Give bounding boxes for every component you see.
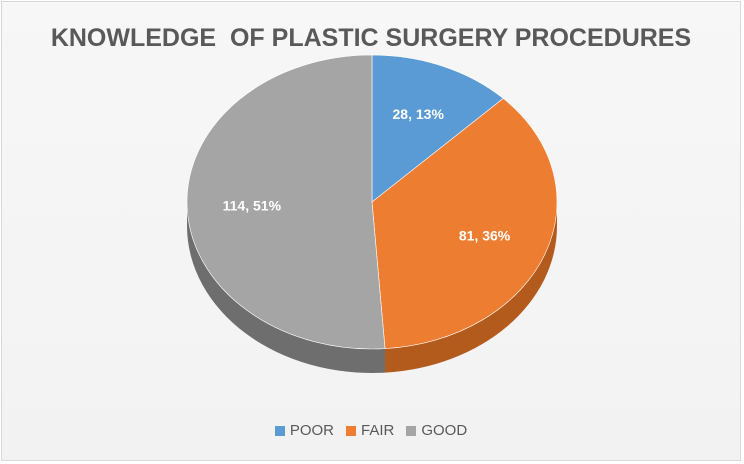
pie-depth — [187, 202, 557, 374]
chart-title: KNOWLEDGE OF PLASTIC SURGERY PROCEDURES — [50, 24, 692, 52]
pie-slice-poor — [371, 54, 504, 203]
legend-item-fair: FAIR — [346, 422, 394, 439]
pie-side-good — [187, 202, 386, 374]
pie-side-fair — [385, 202, 557, 373]
data-label-poor: 28, 13% — [393, 106, 445, 122]
legend-item-good: GOOD — [406, 422, 467, 439]
pie-slice-fair — [371, 98, 558, 349]
legend-item-poor: POOR — [274, 422, 334, 439]
pie-slices — [186, 54, 558, 350]
legend-swatch-poor — [274, 425, 285, 436]
pie-slice-good — [186, 54, 386, 350]
legend-label-fair: FAIR — [361, 422, 395, 439]
legend-label-poor: POOR — [289, 422, 334, 439]
legend-label-good: GOOD — [421, 422, 468, 439]
pie-data-labels: 28, 13% 81, 36% 114, 51% — [223, 106, 511, 244]
legend-swatch-good — [406, 425, 417, 436]
data-label-good: 114, 51% — [223, 197, 282, 213]
data-label-fair: 81, 36% — [459, 228, 511, 244]
legend-swatch-fair — [346, 425, 356, 436]
chart-legend: POOR FAIR GOOD — [2, 422, 740, 439]
